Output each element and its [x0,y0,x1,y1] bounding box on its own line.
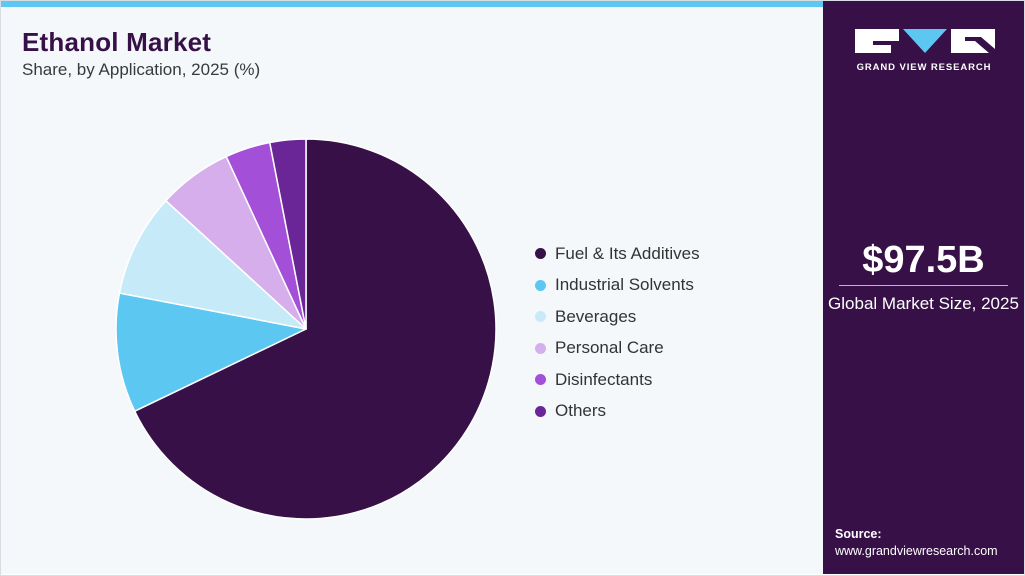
pie-slice-beverages [118,199,307,330]
pie-slice-industrial-solvents [115,292,307,412]
legend-label: Industrial Solvents [555,275,694,295]
gvr-logo-icon [855,29,995,53]
legend-label: Fuel & Its Additives [555,243,700,263]
legend-label: Personal Care [555,338,664,358]
legend-swatch [535,311,546,323]
pie-slice-others [269,138,307,330]
legend-swatch [535,279,546,291]
legend-label: Beverages [555,306,637,326]
legend-swatch [535,374,546,386]
legend-label: Others [555,401,607,421]
market-size-label: Global Market Size, 2025 [828,294,1019,313]
legend-item: Personal Care [535,333,700,365]
legend-item: Beverages [535,301,700,333]
chart-subtitle: Share, by Application, 2025 (%) [22,60,261,79]
legend-swatch [535,405,546,417]
chart-title: Ethanol Market [22,27,212,57]
source-url[interactable]: www.grandviewresearch.com [835,544,998,558]
source-label: Source: [835,527,882,541]
pie-chart [115,138,497,520]
legend-item: Fuel & Its Additives [535,238,700,270]
sidebar: GRAND VIEW RESEARCH $97.5B Global Market… [823,1,1024,574]
legend-item: Industrial Solvents [535,270,700,302]
brand-logo: GRAND VIEW RESEARCH [853,29,995,77]
divider [839,285,1008,286]
pie-slice-fuel-its-additives [133,138,497,520]
logo-text: GRAND VIEW RESEARCH [856,62,992,73]
legend-swatch [535,248,546,260]
legend-item: Others [535,396,700,428]
legend-label: Disinfectants [555,369,653,389]
chart-legend: Fuel & Its Additives Industrial Solvents B… [535,238,700,427]
legend-item: Disinfectants [535,364,700,396]
accent-bar [1,1,823,7]
market-size-value: $97.5B [862,239,985,281]
legend-swatch [535,342,546,354]
